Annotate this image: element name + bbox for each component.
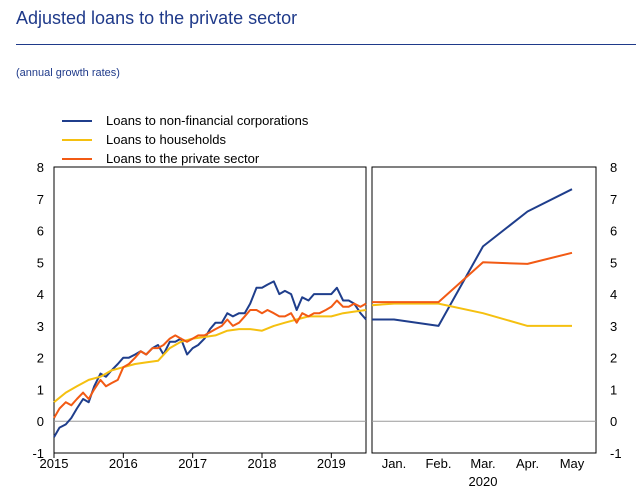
legend-item-private: Loans to the private sector bbox=[62, 149, 308, 168]
x-tick-label-right: May bbox=[560, 456, 585, 471]
y-tick-label-right: 3 bbox=[610, 319, 617, 334]
y-tick-label-right: 7 bbox=[610, 192, 617, 207]
y-tick-label-right: 1 bbox=[610, 382, 617, 397]
left-panel-frame bbox=[53, 166, 367, 454]
y-tick-label-right: -1 bbox=[610, 446, 622, 461]
x-tick-label-left: 2016 bbox=[109, 456, 138, 471]
y-tick-label-right: 0 bbox=[610, 414, 617, 429]
y-tick-label-left: 8 bbox=[37, 160, 44, 175]
x-tick-label-right: Feb. bbox=[425, 456, 451, 471]
y-tick-label-left: 6 bbox=[37, 224, 44, 239]
y-tick-label-right: 8 bbox=[610, 160, 617, 175]
legend-label-private: Loans to the private sector bbox=[106, 151, 260, 166]
right-panel-frame bbox=[371, 166, 597, 454]
series-line-right-households bbox=[371, 302, 572, 327]
legend: Loans to non-financial corporations Loan… bbox=[62, 111, 308, 168]
y-tick-label-left: 0 bbox=[37, 414, 44, 429]
x-tick-label-left: 2015 bbox=[40, 456, 69, 471]
y-tick-label-right: 4 bbox=[610, 287, 617, 302]
y-tick-label-left: -1 bbox=[32, 446, 44, 461]
x-tick-label-right: Apr. bbox=[516, 456, 539, 471]
chart-subtitle: (annual growth rates) bbox=[16, 67, 120, 79]
series-line-right-nfc bbox=[372, 188, 573, 327]
y-tick-label-left: 4 bbox=[37, 287, 44, 302]
legend-swatch-nfc bbox=[62, 119, 92, 122]
y-tick-label-right: 2 bbox=[610, 351, 617, 366]
legend-item-households: Loans to households bbox=[62, 130, 308, 149]
legend-swatch-private bbox=[62, 157, 92, 160]
x-axis-label-right: 2020 bbox=[469, 474, 498, 489]
series-line-left-households bbox=[53, 309, 367, 403]
y-tick-label-left: 2 bbox=[37, 351, 44, 366]
y-tick-label-left: 3 bbox=[37, 319, 44, 334]
legend-label-nfc: Loans to non-financial corporations bbox=[106, 113, 309, 128]
legend-item-nfc: Loans to non-financial corporations bbox=[62, 111, 308, 130]
x-tick-label-left: 2019 bbox=[317, 456, 346, 471]
legend-label-households: Loans to households bbox=[106, 132, 226, 147]
x-tick-label-left: 2017 bbox=[178, 456, 207, 471]
legend-swatch-households bbox=[62, 138, 92, 141]
y-tick-label-left: 5 bbox=[37, 255, 44, 270]
y-tick-label-left: 7 bbox=[37, 192, 44, 207]
y-tick-label-right: 5 bbox=[610, 255, 617, 270]
chart-title: Adjusted loans to the private sector bbox=[16, 8, 298, 28]
series-line-right-private bbox=[372, 251, 573, 304]
y-tick-label-left: 1 bbox=[37, 382, 44, 397]
x-tick-label-right: Jan. bbox=[382, 456, 407, 471]
title-divider bbox=[16, 44, 636, 45]
series-line-left-nfc bbox=[53, 280, 367, 438]
series-line-left-private bbox=[53, 299, 367, 419]
x-tick-label-right: Mar. bbox=[470, 456, 495, 471]
x-tick-label-left: 2018 bbox=[248, 456, 277, 471]
y-tick-label-right: 6 bbox=[610, 224, 617, 239]
